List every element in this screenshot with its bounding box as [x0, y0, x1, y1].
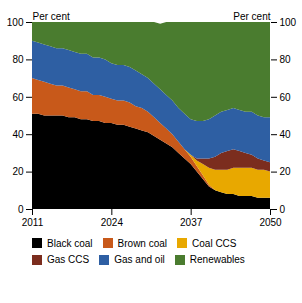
- svg-text:0: 0: [280, 204, 286, 215]
- svg-text:0: 0: [18, 204, 24, 215]
- svg-text:2037: 2037: [180, 217, 203, 228]
- svg-text:Per cent: Per cent: [233, 11, 270, 22]
- html-text:Black coal: Black coal: [47, 237, 93, 249]
- html-text:Renewables: Renewables: [189, 254, 245, 266]
- svg-text:2024: 2024: [101, 217, 124, 228]
- svg-text:100: 100: [7, 17, 24, 28]
- svg-text:60: 60: [12, 92, 24, 103]
- svg-text:100: 100: [280, 17, 297, 28]
- html-text:Gas CCS: Gas CCS: [47, 254, 90, 266]
- svg-text:80: 80: [12, 54, 24, 65]
- svg-text:40: 40: [280, 129, 292, 140]
- svg-text:Per cent: Per cent: [33, 11, 70, 22]
- svg-text:2011: 2011: [22, 217, 44, 228]
- html-text:Brown coal: Brown coal: [117, 237, 167, 249]
- svg-text:20: 20: [12, 166, 24, 177]
- html-text:Coal CCS: Coal CCS: [192, 237, 237, 249]
- svg-text:60: 60: [280, 92, 292, 103]
- svg-text:2050: 2050: [259, 217, 282, 228]
- html-text:Gas and oil: Gas and oil: [114, 254, 165, 266]
- svg-text:40: 40: [12, 129, 24, 140]
- svg-text:80: 80: [280, 54, 292, 65]
- svg-text:20: 20: [280, 166, 292, 177]
